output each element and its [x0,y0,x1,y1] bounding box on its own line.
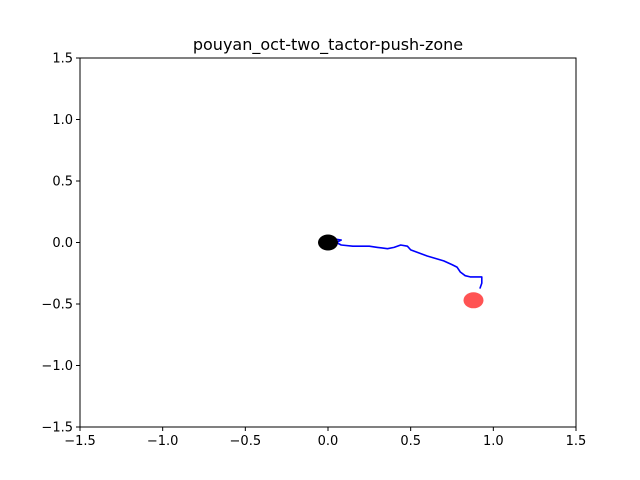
x-axis: −1.5 −1.0 −0.5 0.0 0.5 1.0 1.5 [64,427,586,449]
trajectory-line [327,238,483,289]
y-tick-label: 1.0 [52,113,73,128]
y-tick-label: −1.0 [41,359,73,374]
x-tick-label: −1.0 [147,434,179,449]
target-marker [463,292,484,309]
start-marker [318,234,338,251]
y-tick-label: 0.5 [52,175,73,190]
series-layer [327,238,483,289]
y-axis: 1.5 1.0 0.5 0.0 −0.5 −1.0 −1.5 [41,52,80,436]
y-tick-label: 1.5 [52,52,73,67]
x-tick-label: −1.5 [64,434,96,449]
x-tick-label: 0.0 [318,434,339,449]
x-tick-label: 1.5 [566,434,587,449]
marker-layer [318,234,484,309]
chart-title: pouyan_oct-two_tactor-push-zone [193,35,463,55]
x-tick-label: 0.5 [400,434,421,449]
x-tick-label: 1.0 [483,434,504,449]
y-tick-label: −0.5 [41,298,73,313]
y-tick-label: 0.0 [52,236,73,251]
y-tick-label: −1.5 [41,421,73,436]
x-tick-label: −0.5 [230,434,262,449]
